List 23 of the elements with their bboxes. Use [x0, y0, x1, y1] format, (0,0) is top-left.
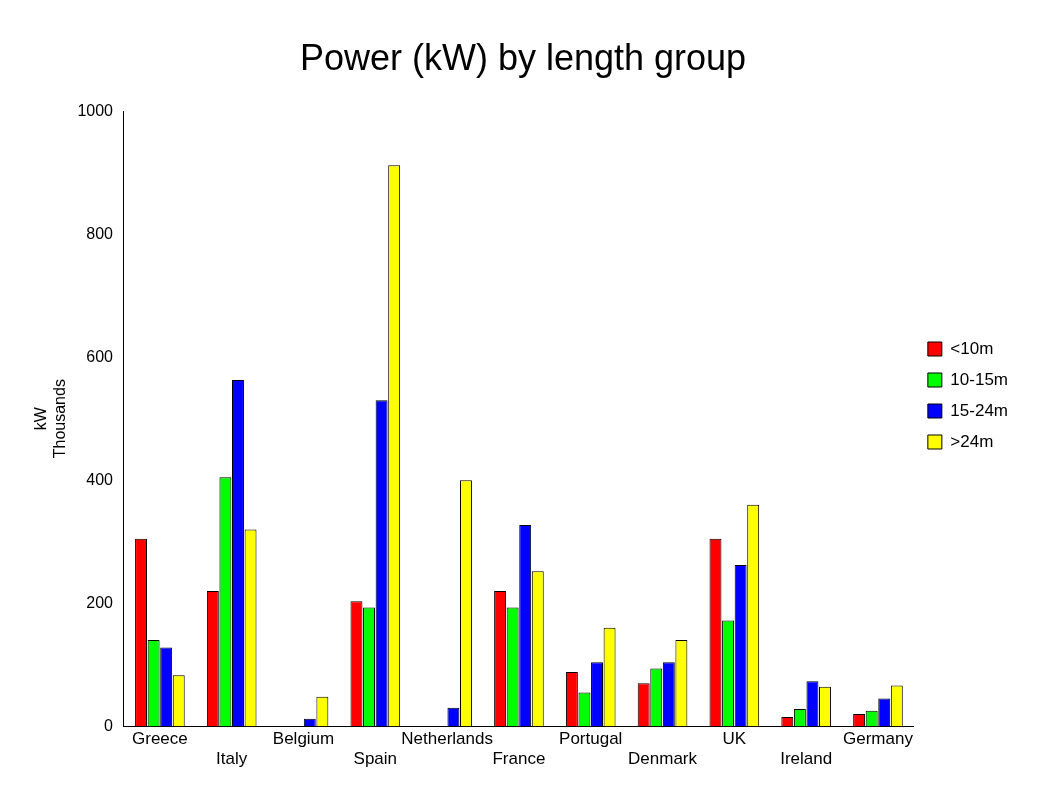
- legend-label: <10m: [950, 338, 994, 358]
- x-tick-label: Germany: [843, 729, 914, 749]
- legend-label: >24m: [950, 431, 994, 451]
- y-tick-label: 600: [86, 347, 114, 365]
- y-tick-label: 200: [86, 593, 114, 611]
- y-tick-label: 1000: [77, 101, 114, 119]
- chart-title: Power (kW) by length group: [299, 36, 747, 78]
- x-tick-label: Italy: [216, 749, 248, 769]
- x-tick-label: Denmark: [628, 749, 698, 769]
- x-tick-label: Netherlands: [401, 729, 493, 749]
- x-tick-label: France: [492, 749, 546, 769]
- x-tick-label: Ireland: [780, 749, 833, 769]
- x-tick-label: Belgium: [272, 729, 335, 749]
- x-tick-label: UK: [722, 729, 747, 749]
- legend-label: 10-15m: [950, 369, 1008, 389]
- y-tick-label: 0: [104, 716, 114, 734]
- legend-label: 15-24m: [950, 400, 1008, 420]
- x-tick-label: Greece: [132, 729, 188, 749]
- y-axis-title: kW Thousands: [32, 379, 69, 459]
- y-tick-label: 800: [86, 224, 114, 242]
- x-tick-label: Portugal: [559, 729, 623, 749]
- x-tick-label: Spain: [353, 749, 398, 769]
- y-tick-label: 400: [86, 470, 114, 488]
